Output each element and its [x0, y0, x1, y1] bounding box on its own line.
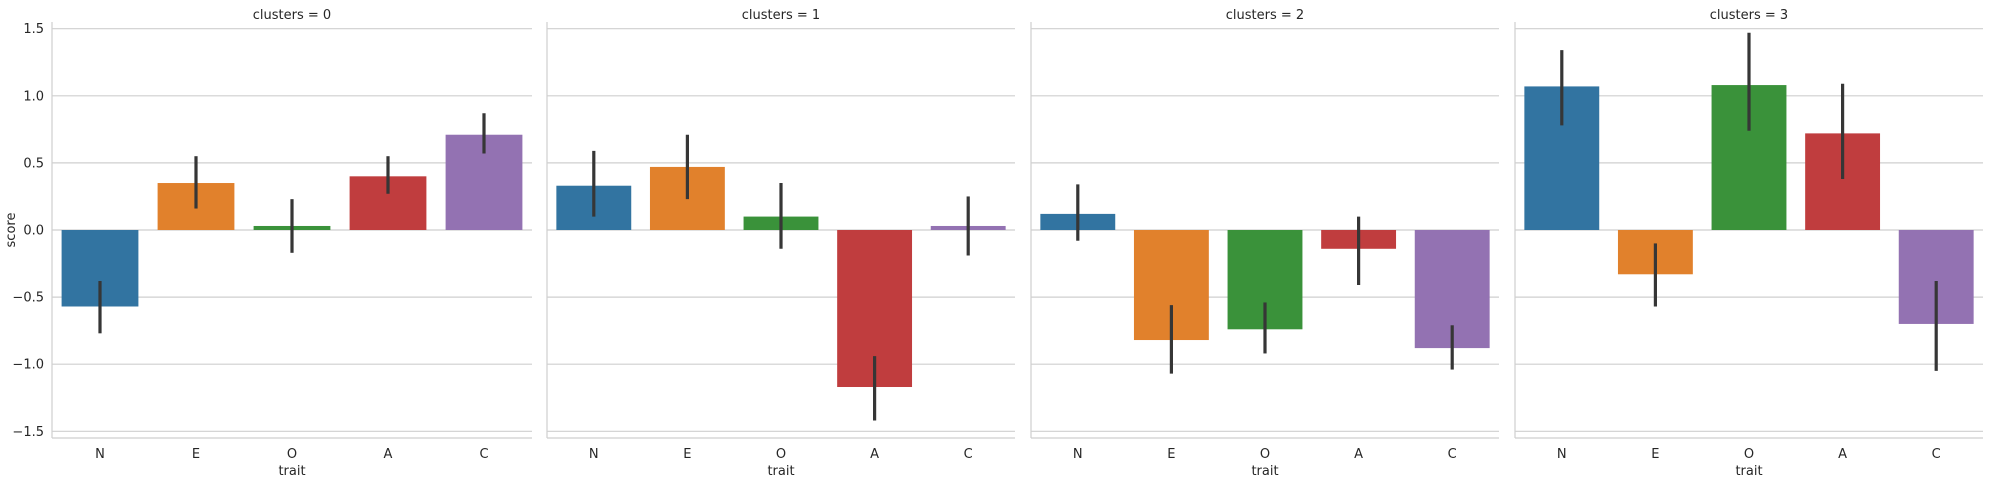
x-tick-label: C	[479, 447, 488, 462]
x-tick-label: O	[776, 447, 786, 462]
x-tick-label: N	[1073, 447, 1083, 462]
x-tick-label: N	[589, 447, 599, 462]
y-tick-label: 1.5	[23, 22, 44, 37]
y-tick-label: 0.5	[23, 156, 44, 171]
x-tick-label: C	[1932, 447, 1941, 462]
x-axis-label: trait	[1251, 464, 1278, 479]
x-tick-label: C	[964, 447, 973, 462]
x-axis-label: trait	[1735, 464, 1762, 479]
y-axis-label: score	[4, 213, 19, 248]
x-tick-label: E	[683, 447, 691, 462]
x-tick-label: O	[1260, 447, 1270, 462]
y-tick-label: 0.0	[23, 224, 44, 239]
y-tick-label: 1.0	[23, 89, 44, 104]
x-tick-label: O	[1744, 447, 1754, 462]
x-tick-label: C	[1448, 447, 1457, 462]
panel-title: clusters = 2	[1226, 8, 1304, 23]
x-tick-label: A	[870, 447, 879, 462]
y-tick-label: −1.0	[12, 358, 44, 373]
x-tick-label: E	[1167, 447, 1175, 462]
x-tick-label: E	[1651, 447, 1659, 462]
y-tick-label: −0.5	[12, 291, 44, 306]
panel-title: clusters = 0	[253, 8, 331, 23]
y-tick-label: −1.5	[12, 425, 44, 440]
x-tick-label: A	[384, 447, 393, 462]
x-tick-label: O	[287, 447, 297, 462]
panel-title: clusters = 3	[1710, 8, 1788, 23]
x-tick-label: E	[192, 447, 200, 462]
x-tick-label: N	[1557, 447, 1567, 462]
x-tick-label: N	[95, 447, 105, 462]
x-axis-label: trait	[278, 464, 305, 479]
x-tick-label: A	[1838, 447, 1847, 462]
x-axis-label: trait	[767, 464, 794, 479]
panel-title: clusters = 1	[742, 8, 820, 23]
x-tick-label: A	[1354, 447, 1363, 462]
